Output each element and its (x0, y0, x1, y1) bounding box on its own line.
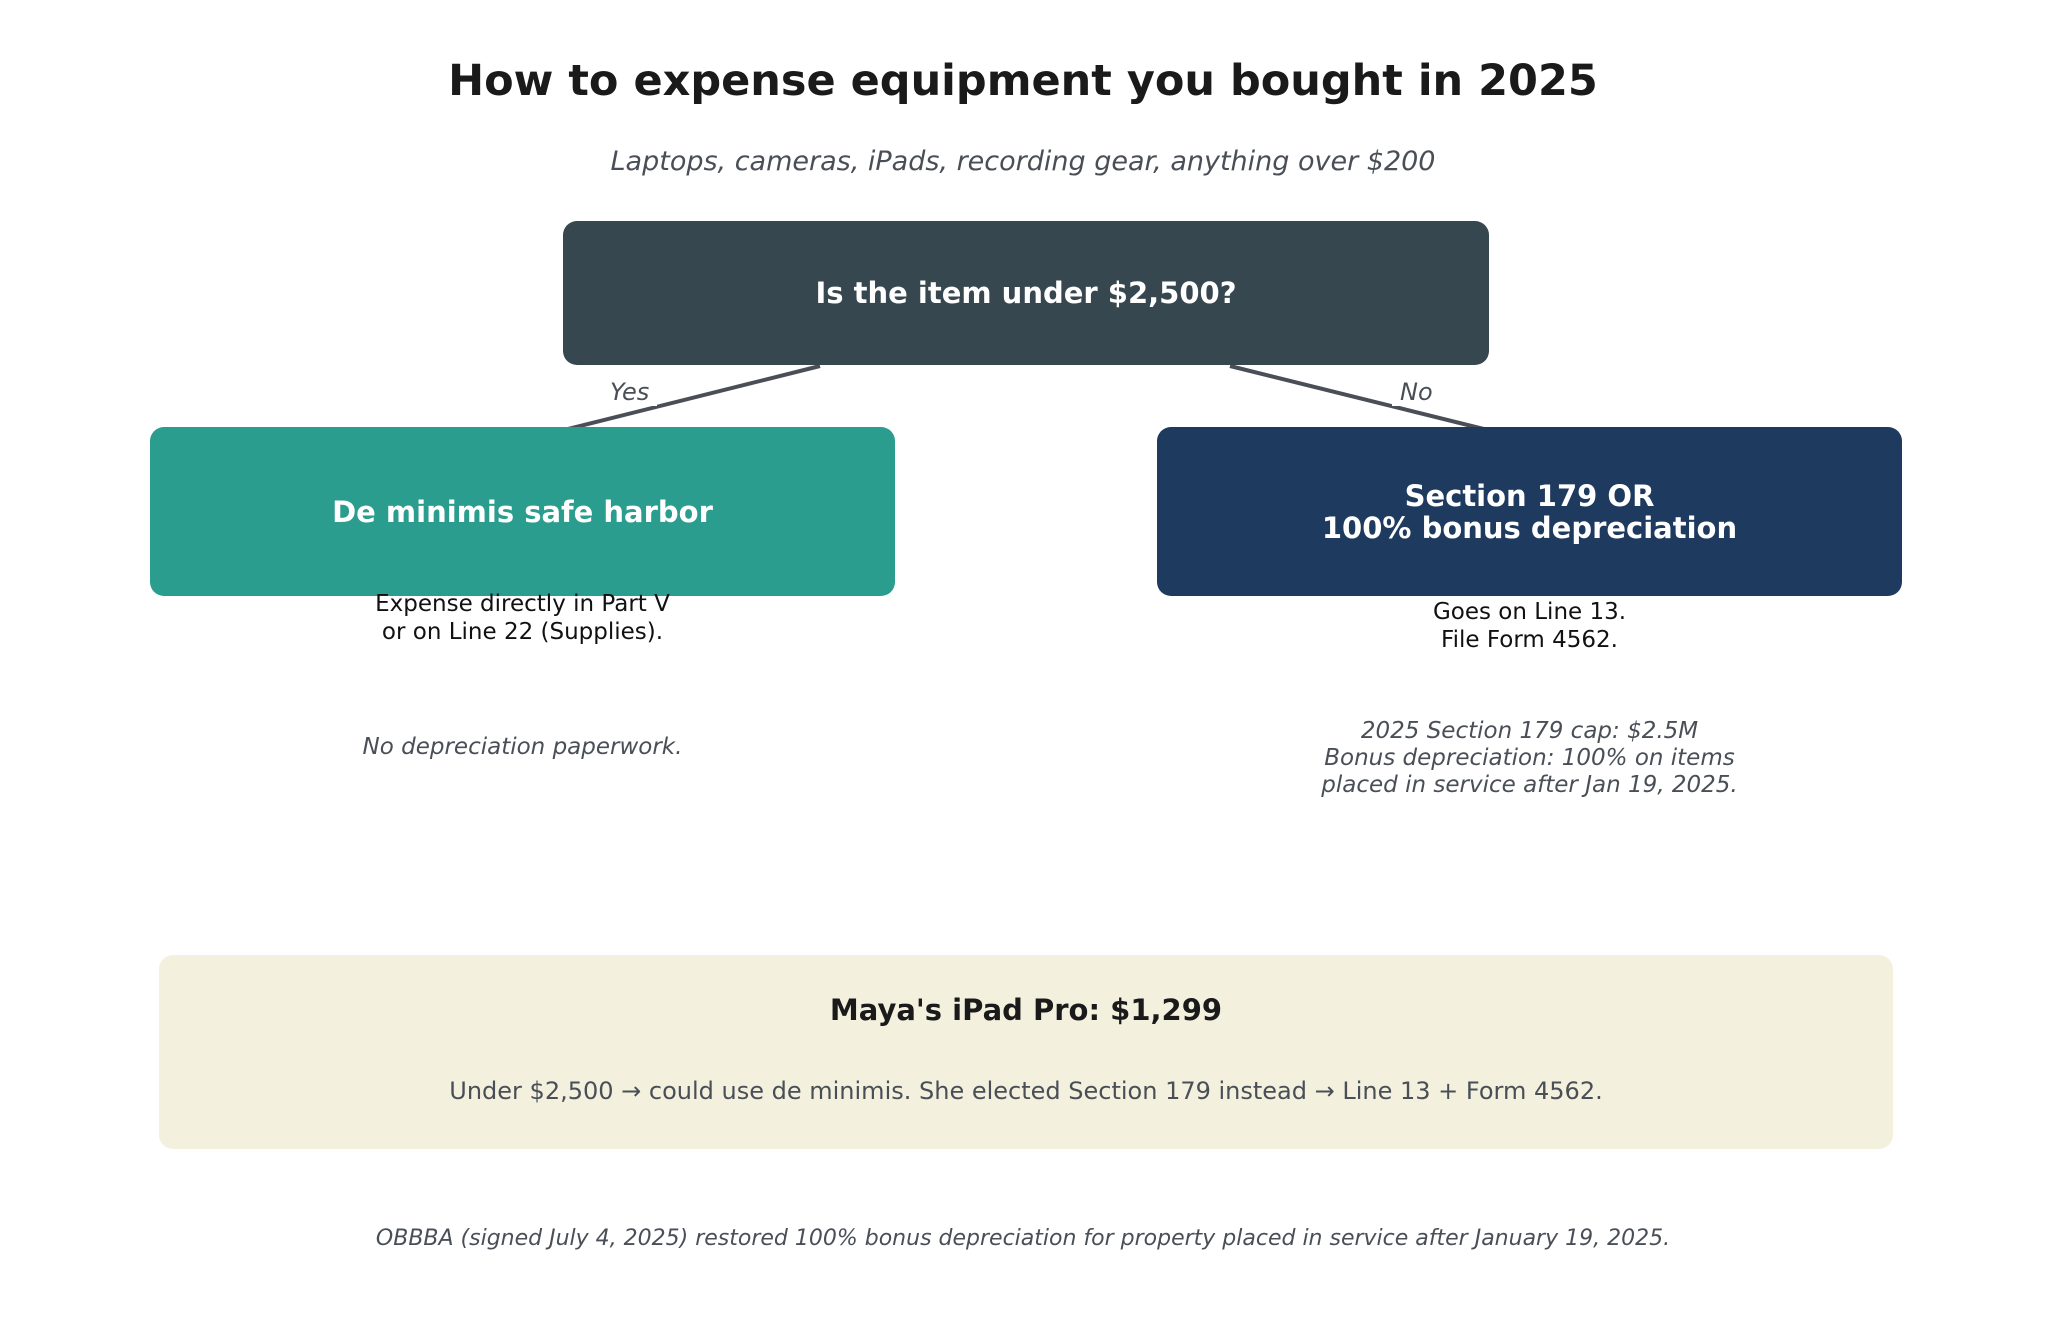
page-subtitle: Laptops, cameras, iPads, recording gear,… (610, 146, 1436, 177)
example-callout (159, 955, 1893, 1149)
decision-question-box: Is the item under $2,500? (563, 221, 1489, 365)
page-title: How to expense equipment you bought in 2… (448, 56, 1598, 106)
de-minimis-title: De minimis safe harbor (332, 494, 713, 529)
de-minimis-description: Expense directly in Part V or on Line 22… (375, 591, 670, 645)
de-minimis-box: De minimis safe harbor (150, 427, 895, 596)
yes-arrow (532, 364, 821, 438)
footnote: OBBBA (signed July 4, 2025) restored 100… (375, 1226, 1671, 1251)
section-179-title: Section 179 OR 100% bonus depreciation (1321, 478, 1738, 545)
example-title: Maya's iPad Pro: $1,299 (829, 993, 1223, 1027)
section-179-note: 2025 Section 179 cap: $2.5M Bonus deprec… (1321, 718, 1738, 798)
section-179-description: Goes on Line 13. File Form 4562. (1432, 599, 1627, 653)
decision-question: Is the item under $2,500? (815, 276, 1237, 310)
example-text: Under $2,500 → could use de minimis. She… (449, 1077, 1603, 1105)
no-arrow (1229, 364, 1520, 438)
yes-branch-label: Yes (602, 378, 658, 406)
no-branch-label: No (1392, 378, 1441, 406)
de-minimis-note: No depreciation paperwork. (362, 734, 683, 760)
section-179-box: Section 179 OR 100% bonus depreciation (1157, 427, 1902, 596)
